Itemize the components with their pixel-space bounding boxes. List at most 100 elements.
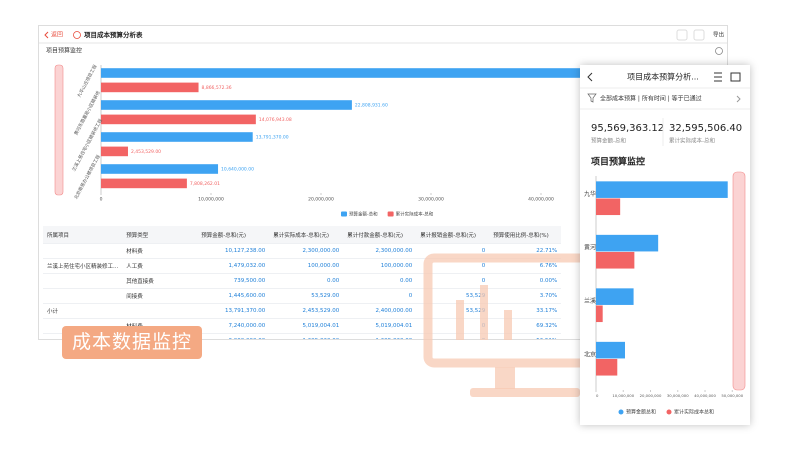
table-cell: 53,529 xyxy=(416,288,490,304)
table-cell: 56.51% xyxy=(489,333,562,339)
table-cell: 2,300,000.00 xyxy=(269,243,344,259)
table-cell: 间接费 xyxy=(122,288,198,304)
table-cell: 7,240,000.00 xyxy=(197,318,270,334)
header-row: 所属项目 预算类型 预算金额-总和(元) 累计实际成本-总和(元) 累计付款金额-总和(… xyxy=(43,226,562,244)
table-cell: 1,445,600.00 xyxy=(197,288,270,304)
value-label: 7,808,262.01 xyxy=(190,181,220,187)
bar xyxy=(596,251,635,269)
section-title: 项目预算监控 xyxy=(46,47,82,55)
page-title: 项目成本预算分析表 xyxy=(84,30,143,39)
bar xyxy=(101,114,256,125)
kpi-value: 32,595,506.40 xyxy=(669,123,742,134)
range-slider[interactable] xyxy=(54,64,64,196)
table-cell xyxy=(43,273,123,289)
column-header: 预算类型 xyxy=(122,226,198,244)
table-cell: 其他直接费 xyxy=(122,273,198,289)
bar xyxy=(101,164,219,174)
column-header: 累计实际成本-总和(元) xyxy=(269,226,344,244)
table-row: 小计 13,791,370.00 2,453,529.00 2,400,000.00 5… xyxy=(43,303,562,319)
y-tick-label: 兰溪上 xyxy=(584,297,602,305)
mobile-back[interactable] xyxy=(587,72,593,82)
table-row: 其他直接费 739,500.00 0.00 0.00 0 0.00% xyxy=(43,273,562,289)
x-tick-label: 10,000,000 xyxy=(612,393,634,398)
value-label: 13,791,370.00 xyxy=(256,135,289,141)
table-cell: 739,500.00 xyxy=(197,273,270,289)
x-tick-label: 0 xyxy=(596,393,599,398)
y-tick-label: 北京南 xyxy=(584,351,602,359)
table-cell: 0 xyxy=(416,273,490,289)
legend-label: 预算金额总和 xyxy=(626,409,656,416)
table-cell: 3,000,000.00 xyxy=(197,333,270,339)
data-table: 所属项目 预算类型 预算金额-总和(元) 累计实际成本-总和(元) 累计付款金额-总和(… xyxy=(43,226,562,339)
table-cell: 5,019,004.01 xyxy=(269,318,344,334)
x-tick-label: 40,000,000 xyxy=(528,197,554,203)
bar xyxy=(101,82,199,93)
mobile-chart: 项目成本预算分析... 全部成本预算 | 所有时间 | 等于已通过 95,569… xyxy=(580,72,750,416)
table-cell: 2,300,000.00 xyxy=(343,243,417,259)
legend-label: 累计实际成本-总和 xyxy=(396,211,434,218)
list-icon[interactable] xyxy=(714,72,722,82)
settings-button[interactable] xyxy=(715,47,723,55)
mobile-window: 项目成本预算分析... 全部成本预算 | 所有时间 | 等于已通过 95,569… xyxy=(580,65,750,425)
bar xyxy=(596,288,634,305)
bar xyxy=(101,100,352,110)
table-cell: 100,000.00 xyxy=(343,258,417,274)
table-cell: 1,695,320.00 xyxy=(343,333,417,339)
filter-button[interactable] xyxy=(693,29,705,41)
filter-icon[interactable] xyxy=(587,93,597,103)
table-cell: 人工费 xyxy=(122,258,198,274)
table-cell xyxy=(43,288,123,304)
table-icon[interactable] xyxy=(730,72,741,82)
monitor-bar xyxy=(480,285,488,340)
table-cell: 0 xyxy=(343,288,417,304)
x-tick-label: 10,000,000 xyxy=(198,197,224,203)
table-cell: 100,000.00 xyxy=(269,258,344,274)
bar xyxy=(101,68,633,78)
table-cell: 0.00 xyxy=(343,273,417,289)
monitor-stand xyxy=(495,367,515,389)
x-tick-label: 0 xyxy=(100,197,103,203)
table-cell: 兰溪上苑住宅小区精装修工... xyxy=(43,258,123,274)
column-header: 所属项目 xyxy=(43,226,123,244)
table-cell: 13,791,370.00 xyxy=(197,303,270,319)
bar xyxy=(101,178,187,189)
x-tick-label: 50,000,000 xyxy=(721,393,743,398)
kpi-label: 预算金额-总和 xyxy=(591,137,626,145)
bar xyxy=(596,341,625,359)
table-cell: 53,529.00 xyxy=(269,288,344,304)
range-slider[interactable] xyxy=(732,171,746,391)
value-label: 22,808,931.60 xyxy=(355,103,388,109)
x-tick-label: 40,000,000 xyxy=(694,393,716,398)
chart-title: 项目预算监控 xyxy=(591,156,645,168)
x-tick-label: 30,000,000 xyxy=(667,393,689,398)
column-header: 预算使用比例-总和(%) xyxy=(489,226,562,244)
legend-label: 预算金额-总和 xyxy=(349,211,378,218)
value-label: 8,866,572.36 xyxy=(202,85,232,91)
table-cell: 0.00 xyxy=(269,273,344,289)
table-cell: 0.00% xyxy=(489,273,562,289)
back-button[interactable]: 返回 xyxy=(51,32,63,39)
refresh-button[interactable] xyxy=(676,29,688,41)
badge: 成本数据监控 xyxy=(62,326,202,359)
value-label: 14,076,943.08 xyxy=(259,117,292,123)
kpi-value: 95,569,363.12 xyxy=(591,123,664,134)
export-button[interactable]: 导出 xyxy=(713,31,724,39)
table-cell: 2,400,000.00 xyxy=(343,303,417,319)
kpi-label: 累计实际成本-总和 xyxy=(669,137,715,145)
back-icon[interactable] xyxy=(44,31,49,39)
filter-arrow[interactable] xyxy=(736,95,741,103)
monitor-base xyxy=(470,388,580,397)
bar xyxy=(596,234,659,252)
table-cell: 小计 xyxy=(43,303,123,319)
table-cell: 10,127,238.00 xyxy=(197,243,270,259)
mobile-filter[interactable]: 全部成本预算 | 所有时间 | 等于已通过 xyxy=(600,95,702,103)
bar xyxy=(101,132,253,142)
legend-swatch xyxy=(618,409,624,415)
monitor-bar xyxy=(456,300,464,340)
main-chart: 返回 项目成本预算分析表 导出 项目预算监控 0 10,000,000 20,000… xyxy=(39,29,727,218)
table-cell: 1,479,032.00 xyxy=(197,258,270,274)
x-tick-label: 20,000,000 xyxy=(640,393,662,398)
legend-swatch xyxy=(666,409,672,415)
table-cell: 1,695,320.00 xyxy=(269,333,344,339)
